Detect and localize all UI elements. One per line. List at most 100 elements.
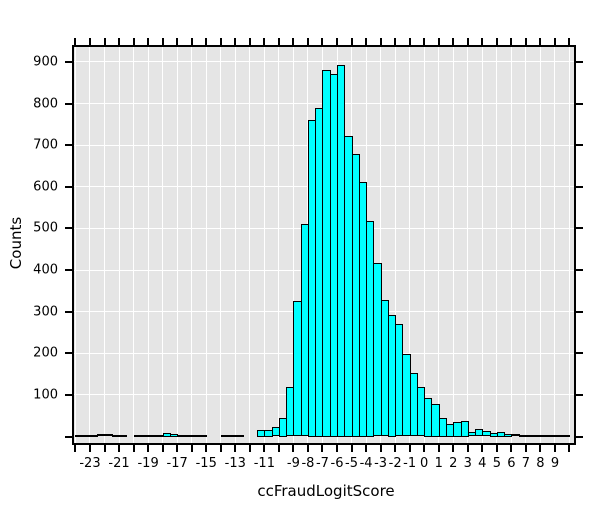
x-axis-tick-bottom (379, 445, 382, 452)
x-axis-tick-bottom (336, 445, 338, 452)
gridline-vertical (104, 47, 105, 443)
x-axis-tick-top (539, 38, 542, 45)
x-axis-tick-bottom (277, 445, 280, 452)
x-axis-tick-top (176, 38, 179, 45)
gridline-vertical (568, 47, 570, 443)
gridline-vertical (220, 47, 222, 443)
y-axis-tick-right (576, 60, 583, 63)
x-axis-tick-bottom (510, 445, 513, 452)
x-axis-tick-bottom (408, 445, 411, 452)
x-axis-tick-top (437, 38, 440, 45)
x-axis-tick-top (292, 38, 295, 45)
y-axis-tick-left (65, 269, 72, 272)
x-tick-label: -8 (301, 456, 315, 471)
x-axis-tick-top (306, 38, 309, 45)
y-axis-tick-right (576, 435, 583, 438)
x-axis-tick-bottom (219, 445, 222, 452)
gridline-vertical (510, 47, 512, 443)
x-axis-tick-bottom (553, 445, 556, 452)
y-axis-tick-right (576, 102, 583, 105)
x-axis-tick-bottom (481, 445, 484, 452)
x-tick-label: 9 (550, 456, 560, 471)
x-axis-tick-top (408, 38, 411, 45)
y-axis-tick-right (576, 227, 583, 230)
x-axis-tick-bottom (452, 445, 455, 452)
x-axis-tick-bottom (539, 445, 542, 452)
x-tick-label: -19 (137, 456, 159, 471)
gridline-vertical (452, 47, 454, 443)
x-axis-tick-bottom (568, 445, 571, 452)
x-axis-tick-top (205, 38, 208, 45)
x-axis-tick-top (248, 38, 251, 45)
gridline-vertical (438, 47, 440, 443)
x-axis-title: ccFraudLogitScore (257, 482, 395, 500)
x-tick-label: -9 (286, 456, 300, 471)
x-axis-tick-bottom (147, 445, 150, 452)
x-axis-tick-bottom (437, 445, 440, 452)
x-tick-label: -17 (166, 456, 188, 471)
histogram-bar (119, 434, 128, 437)
x-tick-label: -3 (374, 456, 388, 471)
x-tick-label: -2 (388, 456, 402, 471)
y-axis-tick-left (65, 393, 72, 396)
x-tick-label: -23 (79, 456, 101, 471)
x-tick-label: 5 (492, 456, 501, 471)
x-axis-tick-bottom (394, 445, 397, 452)
y-tick-label: 500 (33, 220, 58, 236)
x-axis-tick-top (524, 38, 527, 45)
x-axis-tick-top (321, 38, 324, 45)
gridline-vertical (539, 47, 541, 443)
x-axis-tick-top (234, 38, 237, 45)
y-axis-tick-left (65, 144, 72, 147)
x-tick-label: 0 (420, 456, 429, 471)
x-axis-tick-top (365, 38, 368, 45)
y-tick-label: 700 (33, 137, 58, 153)
y-axis-tick-right (576, 393, 583, 396)
x-axis-tick-top (452, 38, 455, 45)
gridline-vertical (133, 47, 135, 443)
histogram-bar (235, 434, 244, 437)
x-axis-tick-top (190, 38, 193, 45)
gridline-vertical (191, 47, 193, 443)
x-axis-tick-top (74, 38, 77, 45)
x-axis-tick-top (118, 38, 121, 45)
x-axis-tick-top (88, 38, 91, 45)
x-axis-tick-bottom (205, 445, 208, 452)
x-tick-label: -13 (224, 456, 246, 471)
gridline-vertical (394, 47, 396, 443)
gridline-vertical (467, 47, 469, 443)
gridline-vertical (278, 47, 280, 443)
x-axis-tick-top (263, 38, 266, 45)
x-axis-tick-top (481, 38, 484, 45)
x-tick-label: 1 (434, 456, 443, 471)
x-axis-tick-bottom (321, 445, 324, 452)
histogram-bar (460, 420, 469, 437)
y-axis-tick-left (65, 310, 72, 313)
x-axis-tick-top (161, 38, 164, 45)
x-axis-tick-top (277, 38, 280, 45)
x-axis-tick-bottom (176, 445, 179, 452)
x-axis-tick-bottom (118, 445, 121, 452)
gridline-vertical (118, 47, 120, 443)
histogram-bar (562, 434, 571, 437)
gridline-vertical (162, 47, 164, 443)
y-axis-tick-left (65, 227, 72, 230)
gridline-vertical (147, 47, 149, 443)
y-tick-label: 600 (33, 179, 58, 195)
x-tick-label: -4 (359, 456, 373, 471)
x-axis-tick-bottom (466, 445, 469, 452)
gridline-vertical (205, 47, 207, 443)
x-axis-tick-top (336, 38, 338, 45)
y-axis-tick-left (65, 352, 72, 355)
x-tick-label: 2 (449, 456, 458, 471)
y-axis-tick-left (65, 102, 72, 105)
x-axis-tick-top (219, 38, 222, 45)
x-axis-tick-bottom (350, 445, 353, 452)
x-tick-label: 4 (478, 456, 487, 471)
x-axis-tick-top (394, 38, 397, 45)
gridline-vertical (292, 47, 294, 443)
x-axis-tick-top (132, 38, 135, 45)
gridline-vertical (74, 47, 76, 443)
x-axis-tick-top (379, 38, 382, 45)
